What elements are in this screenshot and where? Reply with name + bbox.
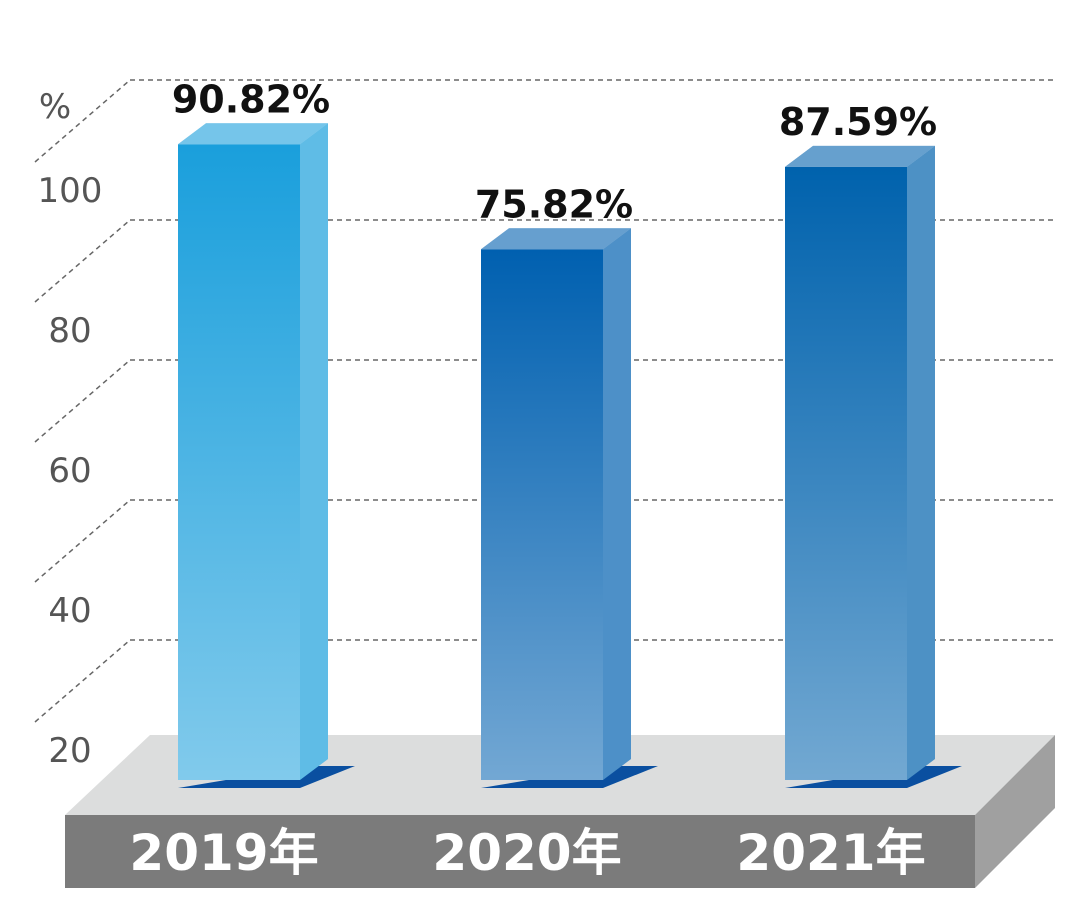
grid-diagonal (34, 219, 131, 303)
bar-shade (785, 166, 907, 780)
grid-diagonal (34, 79, 131, 163)
bar-top (785, 145, 935, 167)
bar-side-shade (603, 228, 631, 780)
bar-side (907, 145, 935, 780)
value-label: 87.59% (779, 100, 937, 144)
grid-diagonal (34, 359, 131, 443)
y-axis-label: % (39, 87, 71, 127)
platform-side (975, 735, 1055, 888)
bar-side-shade (300, 123, 328, 780)
bar-side-shade (907, 145, 935, 780)
y-tick-label: 20 (48, 731, 91, 771)
x-tick-label: 2021年 (736, 824, 925, 882)
grid-diagonal (34, 499, 131, 583)
bar-top-shade (481, 228, 631, 250)
bar-side (300, 123, 328, 780)
x-tick-label: 2019年 (129, 824, 318, 882)
bar-top-shade (785, 145, 935, 167)
value-label: 75.82% (475, 182, 633, 226)
bar-top-shade (178, 123, 328, 145)
grid-diagonal (34, 639, 131, 723)
x-tick-label: 2020年 (432, 824, 621, 882)
y-tick-label: 40 (48, 591, 91, 631)
y-tick-label: 100 (38, 171, 103, 211)
bar-side (603, 228, 631, 780)
bar-shade (178, 144, 300, 780)
bar-top (178, 123, 328, 145)
bar-shade (481, 249, 603, 780)
bars (178, 123, 962, 788)
bar-top (481, 228, 631, 250)
value-label: 90.82% (172, 77, 330, 121)
y-tick-label: 80 (48, 311, 91, 351)
y-tick-label: 60 (48, 451, 91, 491)
platform-front (65, 815, 975, 888)
